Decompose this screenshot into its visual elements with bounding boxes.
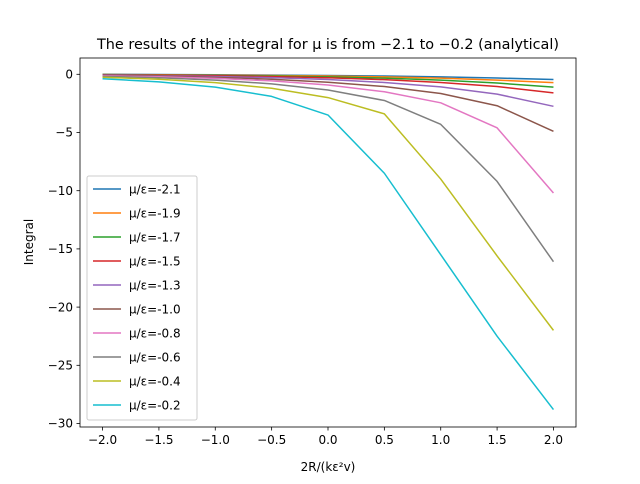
legend-label: μ/ε=-1.5	[129, 255, 181, 269]
legend-label: μ/ε=-0.8	[129, 327, 181, 341]
plot-area	[102, 73, 555, 410]
y-axis-label: Integral	[22, 219, 36, 265]
x-axis: −2.0 −1.5 −1.0 −0.5 0.0 0.5 1.0 1.5 2.0	[88, 427, 563, 447]
y-tick-label: 0	[65, 67, 73, 81]
legend-label: μ/ε=-1.0	[129, 303, 181, 317]
series-line	[102, 76, 555, 331]
legend: μ/ε=-2.1 μ/ε=-1.9 μ/ε=-1.7 μ/ε=-1.5 μ/ε=-1.3…	[86, 175, 198, 421]
y-tick-label: −5	[55, 126, 73, 140]
legend-label: μ/ε=-1.7	[129, 231, 181, 245]
legend-label: μ/ε=-2.1	[129, 183, 181, 197]
y-axis: 0 −5 −10 −15 −20 −25 −30	[48, 67, 80, 431]
series-line	[102, 75, 555, 263]
x-tick-label: 2.0	[544, 433, 563, 447]
x-tick-label: 0.0	[318, 433, 337, 447]
x-tick-label: −1.0	[201, 433, 230, 447]
x-tick-label: 1.5	[488, 433, 507, 447]
y-tick-label: −15	[48, 242, 73, 256]
x-tick-label: −0.5	[257, 433, 286, 447]
x-tick-label: −1.5	[144, 433, 173, 447]
x-tick-label: −2.0	[88, 433, 117, 447]
chart-title: The results of the integral for μ is fro…	[96, 37, 559, 53]
x-axis-label: 2R/(kε²v)	[301, 460, 356, 474]
legend-label: μ/ε=-0.2	[129, 399, 181, 413]
x-tick-label: 0.5	[375, 433, 394, 447]
legend-label: μ/ε=-1.9	[129, 207, 181, 221]
series-line	[102, 77, 555, 410]
legend-label: μ/ε=-0.6	[129, 351, 181, 365]
y-tick-label: −10	[48, 184, 73, 198]
x-tick-label: 1.0	[431, 433, 450, 447]
legend-label: μ/ε=-1.3	[129, 279, 181, 293]
y-tick-label: −30	[48, 417, 73, 431]
series-line	[102, 75, 555, 194]
legend-label: μ/ε=-0.4	[129, 375, 181, 389]
y-tick-label: −25	[48, 359, 73, 373]
y-tick-label: −20	[48, 300, 73, 314]
